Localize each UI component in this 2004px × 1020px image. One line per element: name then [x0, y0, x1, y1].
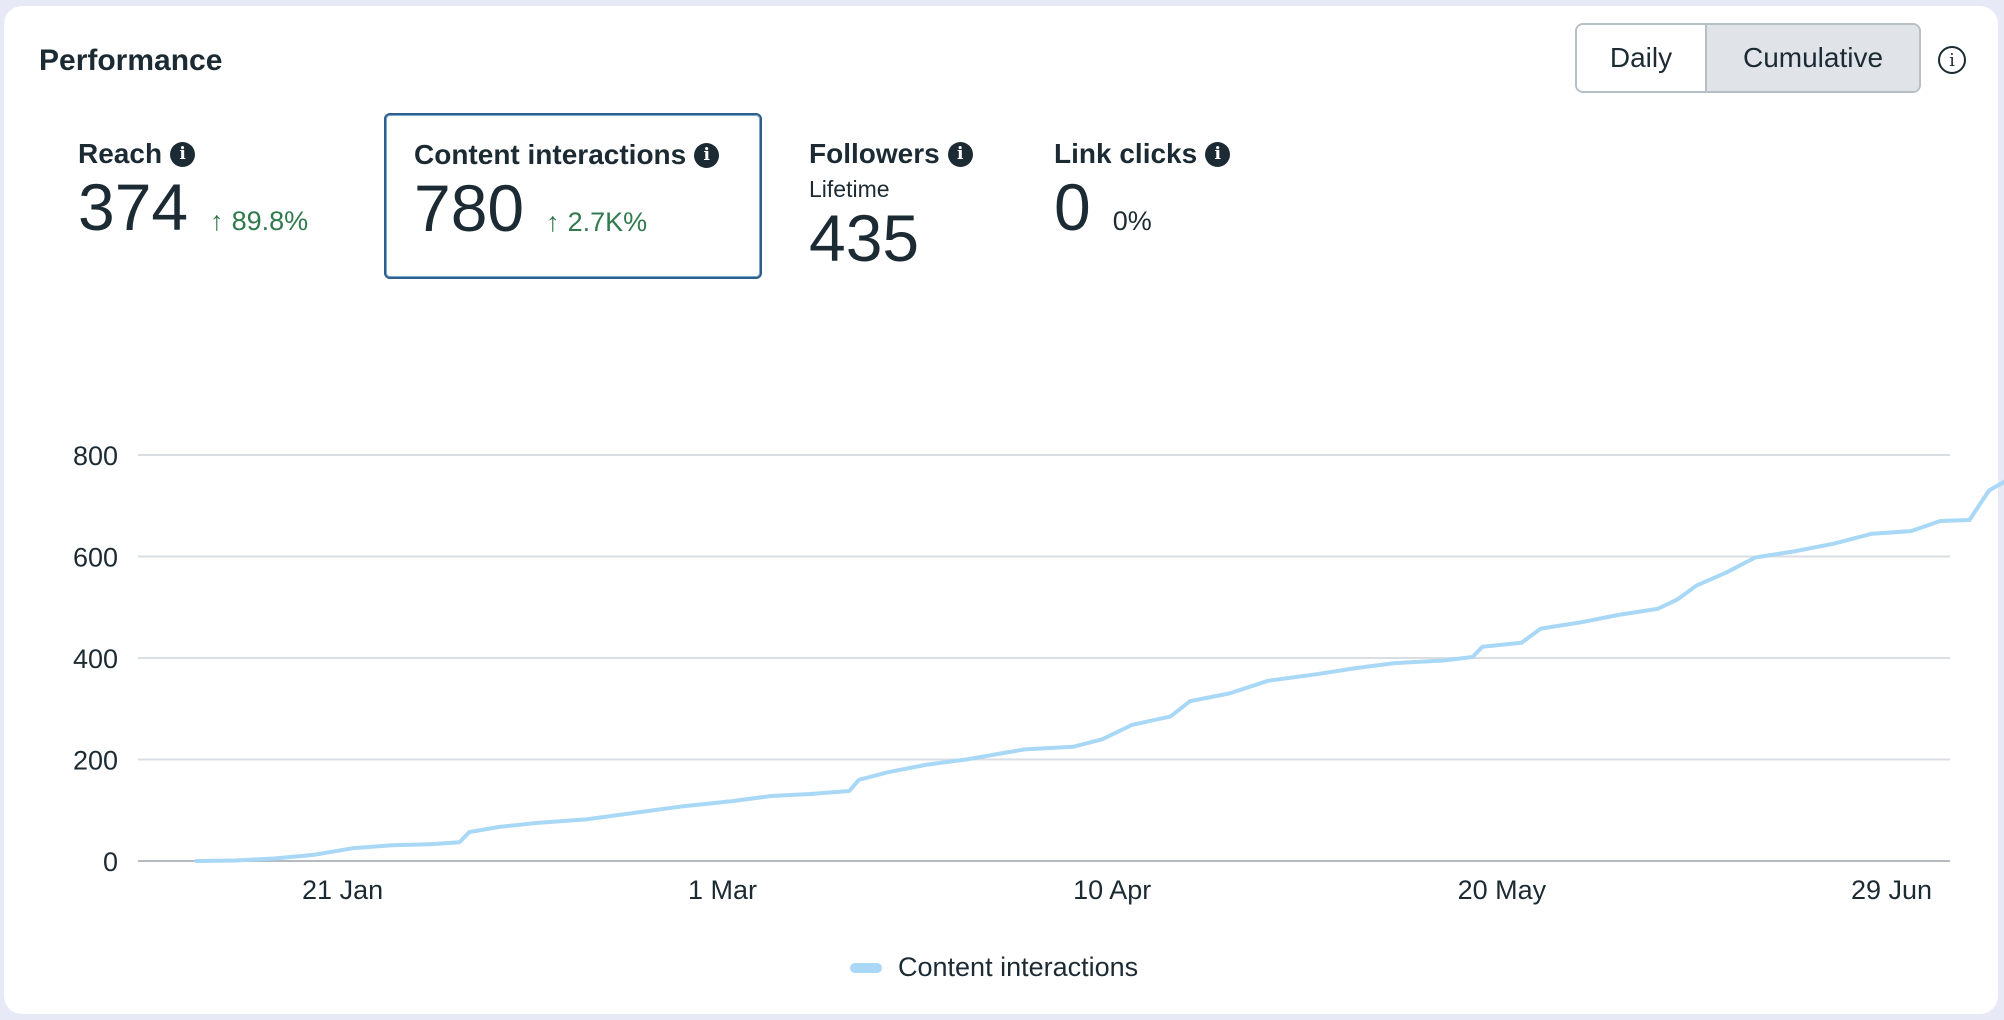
metric-followers-value: 435	[809, 201, 920, 275]
daily-toggle-button[interactable]: Daily	[1577, 25, 1707, 91]
metric-content-interactions-label: Content interactions	[414, 139, 687, 170]
metric-link-clicks-label: Link clicks	[1054, 138, 1198, 169]
series-line-content-interactions	[194, 479, 2004, 863]
metric-content-interactions-value: 780	[414, 171, 525, 245]
y-tick-label: 400	[73, 644, 118, 674]
arrow-up-icon: ↑	[546, 207, 560, 237]
metric-link-clicks-change: 0%	[1112, 206, 1152, 236]
y-tick-label: 0	[103, 847, 118, 877]
chart-legend: Content interactions	[850, 952, 1138, 983]
cumulative-toggle-button[interactable]: Cumulative	[1707, 25, 1919, 91]
legend-swatch	[850, 962, 882, 973]
metric-content-interactions-change: 2.7K%	[567, 207, 648, 237]
y-tick-label: 200	[73, 746, 118, 776]
y-tick-label: 800	[73, 441, 118, 471]
info-icon[interactable]: i	[170, 141, 196, 167]
info-icon[interactable]: i	[947, 141, 973, 167]
info-icon[interactable]: i	[1205, 141, 1231, 167]
x-tick-label: 20 May	[1458, 875, 1547, 905]
legend-label: Content interactions	[898, 952, 1139, 982]
metric-followers[interactable]: Followers i Lifetime 435	[809, 138, 973, 271]
metric-reach-label: Reach	[78, 138, 163, 169]
arrow-up-icon: ↑	[210, 206, 224, 236]
metric-reach[interactable]: Reach i 374 ↑ 89.8%	[78, 138, 308, 240]
x-tick-label: 29 Jun	[1851, 875, 1932, 905]
view-toggle: Daily Cumulative	[1575, 23, 1921, 93]
info-circle-icon[interactable]: i	[1938, 46, 1966, 74]
metric-reach-change: 89.8%	[231, 206, 309, 236]
page-title: Performance	[39, 44, 223, 77]
y-tick-label: 600	[73, 543, 118, 573]
x-tick-label: 21 Jan	[302, 875, 383, 905]
metric-followers-sublabel: Lifetime	[809, 176, 890, 202]
metric-link-clicks[interactable]: Link clicks i 0 0%	[1054, 138, 1231, 244]
metric-followers-label: Followers	[809, 138, 940, 169]
metric-link-clicks-value: 0	[1054, 170, 1091, 244]
x-tick-label: 10 Apr	[1073, 875, 1151, 905]
performance-card: Performance Daily Cumulative i Reach i 3…	[4, 6, 1998, 1014]
metric-content-interactions[interactable]: Content interactions i 780 ↑ 2.7K%	[384, 113, 762, 279]
x-tick-label: 1 Mar	[688, 875, 757, 905]
metric-reach-value: 374	[78, 170, 189, 244]
info-icon[interactable]: i	[694, 142, 720, 168]
